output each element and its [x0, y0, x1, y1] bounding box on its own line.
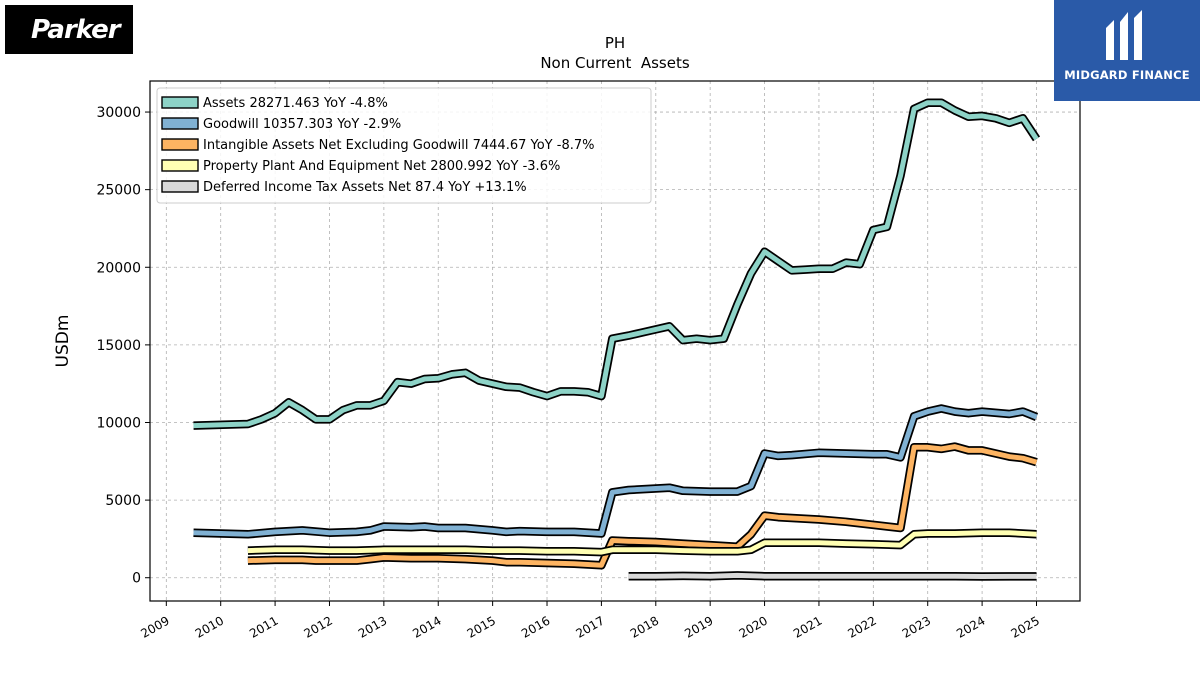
- legend-entry: Deferred Income Tax Assets Net 87.4 YoY …: [203, 180, 527, 195]
- x-tick-label: 2023: [900, 613, 933, 640]
- x-tick-label: 2025: [1009, 613, 1042, 640]
- legend-swatch: [161, 159, 199, 172]
- chart-title: PH: [605, 34, 625, 52]
- midgard-emblem-icon: [1106, 10, 1142, 60]
- x-tick-label: 2024: [954, 613, 987, 640]
- y-tick-label: 20000: [96, 260, 141, 276]
- y-tick-label: 0: [132, 571, 141, 587]
- x-tick-label: 2014: [410, 613, 443, 640]
- x-tick-label: 2022: [845, 613, 878, 640]
- legend-swatch: [161, 96, 199, 109]
- legend-entry: Intangible Assets Net Excluding Goodwill…: [203, 138, 594, 153]
- legend-swatch: [161, 138, 199, 151]
- x-tick-label: 2020: [737, 613, 770, 640]
- series-line-3: [247, 530, 1037, 555]
- y-axis-label: USDm: [53, 315, 73, 368]
- y-tick-label: 10000: [96, 415, 141, 431]
- x-tick-label: 2021: [791, 613, 824, 640]
- legend: Assets 28271.463 YoY -4.8% Goodwill 10357…: [156, 87, 652, 204]
- legend-box: [156, 87, 652, 204]
- parker-logo-text: Parker: [31, 15, 121, 45]
- midgard-finance-logo: MIDGARD FINANCE: [1054, 0, 1200, 101]
- y-tick-label: 15000: [96, 338, 141, 354]
- y-tick-label: 30000: [96, 105, 141, 121]
- series-line-2: [247, 444, 1038, 568]
- x-tick-label: 2013: [356, 613, 389, 640]
- parker-logo: Parker: [5, 5, 133, 54]
- legend-swatch: [161, 117, 199, 130]
- x-tick-label: 2012: [302, 613, 335, 640]
- x-tick-label: 2010: [193, 613, 226, 640]
- series-line-4: [628, 572, 1037, 579]
- legend-entry: Assets 28271.463 YoY -4.8%: [203, 96, 388, 111]
- x-tick-label: 2018: [628, 613, 661, 640]
- legend-swatch: [161, 180, 199, 193]
- series-line-0: [193, 100, 1039, 429]
- x-tick-label: 2011: [247, 613, 280, 640]
- legend-entry: Property Plant And Equipment Net 2800.99…: [203, 159, 560, 174]
- x-tick-label: 2019: [682, 613, 715, 640]
- y-tick-label: 5000: [105, 493, 141, 509]
- legend-entry: Goodwill 10357.303 YoY -2.9%: [203, 117, 401, 132]
- x-tick-label: 2017: [573, 613, 606, 640]
- series-group: [193, 98, 1041, 581]
- midgard-finance-logo-text: MIDGARD FINANCE: [1064, 68, 1190, 82]
- x-tick-label: 2016: [519, 613, 552, 640]
- x-tick-label: 2009: [138, 613, 171, 640]
- plot-frame: [149, 80, 1081, 602]
- y-tick-label: 25000: [96, 183, 141, 199]
- series-line-1: [193, 406, 1038, 537]
- x-tick-label: 2015: [465, 613, 498, 640]
- chart-subtitle: Non Current Assets: [540, 54, 690, 72]
